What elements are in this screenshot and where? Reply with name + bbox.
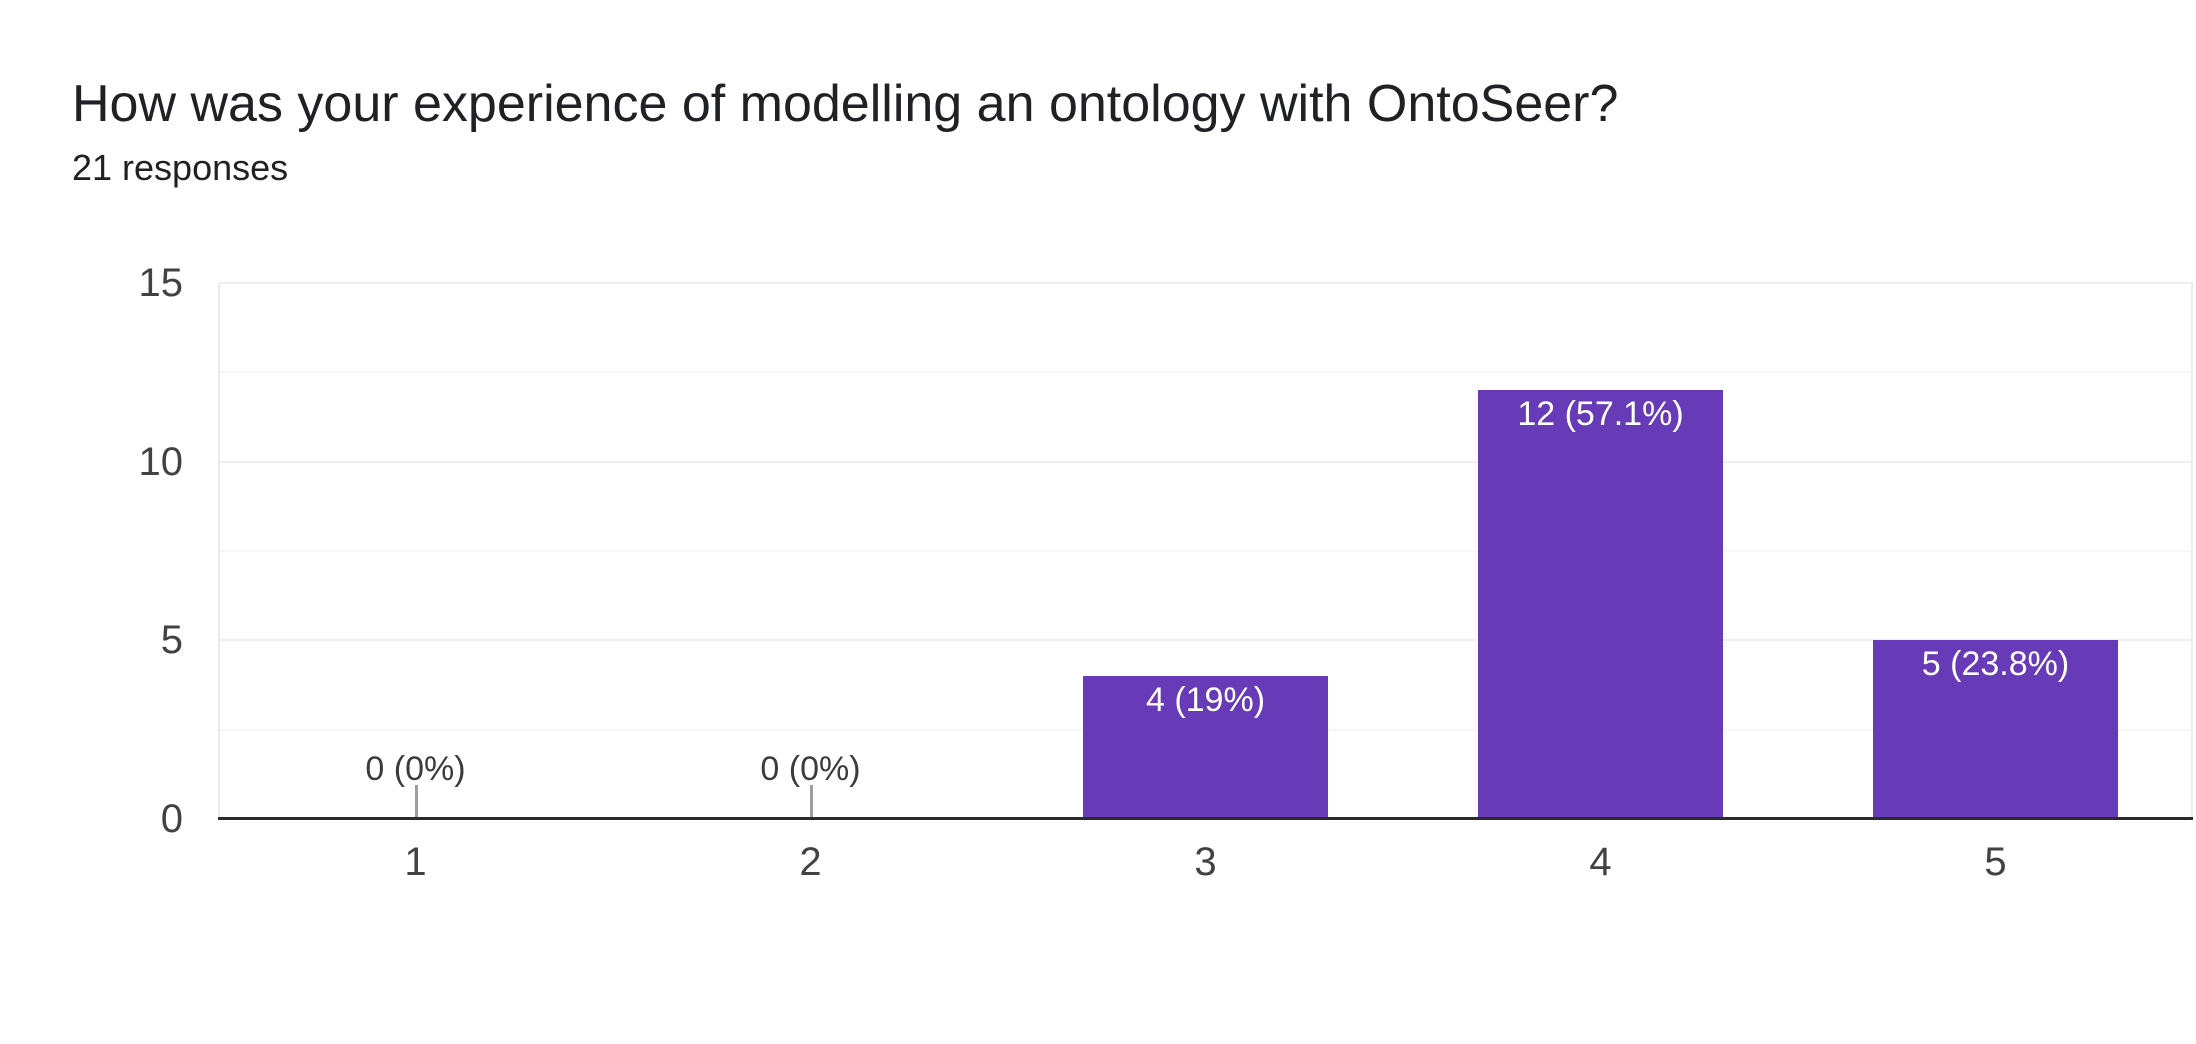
response-bar[interactable]: [1083, 676, 1328, 819]
x-axis-category-label: 2: [799, 840, 822, 884]
plot-left-border: [218, 283, 220, 819]
response-bar[interactable]: [1478, 390, 1723, 819]
bar-value-label: 4 (19%): [1145, 681, 1266, 719]
major-gridline: [218, 639, 2193, 642]
major-gridline: [218, 460, 2193, 463]
bar-value-label: 12 (57.1%): [1517, 395, 1684, 433]
y-axis-tick-label: 0: [160, 797, 183, 841]
y-axis-tick-label: 5: [160, 618, 183, 663]
zero-value-label: 0 (0%): [760, 750, 861, 788]
zero-value-tick: [809, 785, 813, 819]
minor-gridline: [218, 550, 2193, 552]
response-bar[interactable]: [1873, 640, 2118, 819]
bar-value-label: 5 (23.8%): [1921, 645, 2070, 683]
x-axis-category-label: 1: [404, 840, 427, 884]
question-title: How was your experience of modelling an …: [72, 75, 1619, 133]
minor-gridline: [218, 371, 2193, 374]
zero-value-label: 0 (0%): [365, 750, 466, 788]
response-count: 21 responses: [72, 147, 289, 188]
x-axis-baseline: [218, 817, 2193, 820]
major-gridline: [218, 282, 2193, 284]
x-axis-category-label: 5: [1984, 840, 2007, 884]
y-axis-tick-label: 15: [138, 261, 184, 305]
y-axis-tick-label: 10: [138, 439, 184, 484]
zero-value-tick: [414, 785, 418, 819]
x-axis-category-label: 4: [1589, 840, 1612, 884]
plot-right-border: [2191, 283, 2193, 819]
x-axis-category-label: 3: [1194, 840, 1217, 884]
